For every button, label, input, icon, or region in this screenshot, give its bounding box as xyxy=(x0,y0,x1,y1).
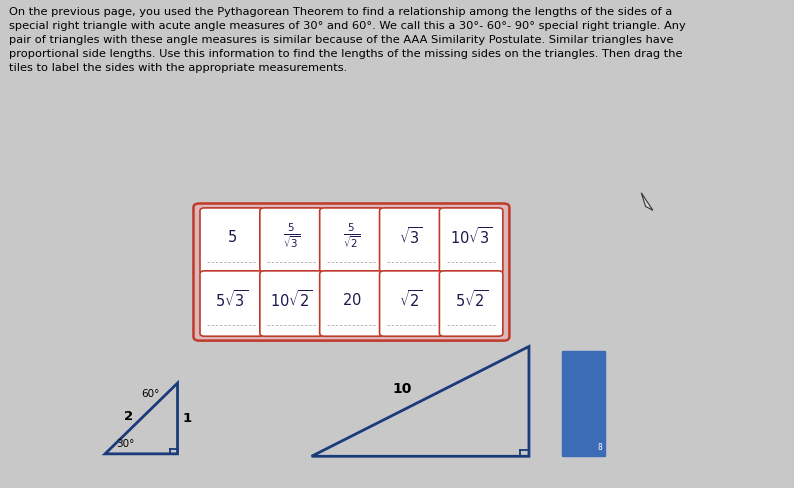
FancyBboxPatch shape xyxy=(194,203,510,341)
Text: 8: 8 xyxy=(597,444,602,452)
Bar xyxy=(561,351,605,456)
FancyBboxPatch shape xyxy=(200,208,264,273)
Text: $\sqrt{3}$: $\sqrt{3}$ xyxy=(399,226,423,247)
Text: 10: 10 xyxy=(392,382,412,396)
FancyBboxPatch shape xyxy=(439,208,503,273)
FancyBboxPatch shape xyxy=(380,271,443,336)
FancyBboxPatch shape xyxy=(200,271,264,336)
FancyBboxPatch shape xyxy=(260,271,323,336)
Text: $10\sqrt{2}$: $10\sqrt{2}$ xyxy=(271,289,313,310)
Text: $5\sqrt{3}$: $5\sqrt{3}$ xyxy=(215,289,249,310)
Text: 30°: 30° xyxy=(116,439,134,449)
Text: $\frac{5}{\sqrt{3}}$: $\frac{5}{\sqrt{3}}$ xyxy=(283,222,300,251)
Text: $\sqrt{2}$: $\sqrt{2}$ xyxy=(399,289,423,310)
Text: $10\sqrt{3}$: $10\sqrt{3}$ xyxy=(450,226,492,247)
FancyBboxPatch shape xyxy=(320,271,384,336)
Text: 1: 1 xyxy=(183,412,191,425)
Text: $\frac{5}{\sqrt{2}}$: $\frac{5}{\sqrt{2}}$ xyxy=(343,222,360,251)
FancyBboxPatch shape xyxy=(260,208,323,273)
Text: $5$: $5$ xyxy=(227,229,237,244)
Text: 60°: 60° xyxy=(141,389,159,399)
FancyBboxPatch shape xyxy=(320,208,384,273)
Text: $20$: $20$ xyxy=(341,292,361,307)
Polygon shape xyxy=(642,193,653,210)
Text: 2: 2 xyxy=(124,410,133,423)
Text: On the previous page, you used the Pythagorean Theorem to find a relationship am: On the previous page, you used the Pytha… xyxy=(10,7,686,73)
FancyBboxPatch shape xyxy=(439,271,503,336)
Text: $5\sqrt{2}$: $5\sqrt{2}$ xyxy=(455,289,488,310)
FancyBboxPatch shape xyxy=(380,208,443,273)
